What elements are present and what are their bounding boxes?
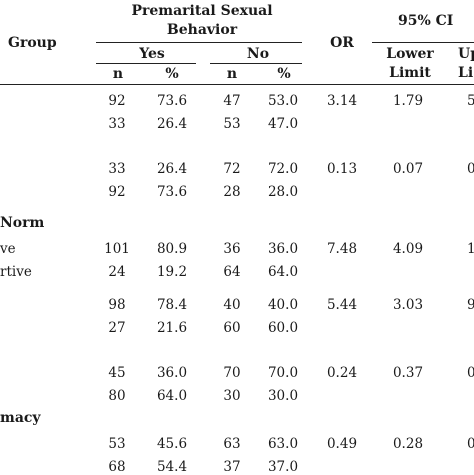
upper-limit-cell: 9 (467, 297, 474, 313)
premarital-header-line2: Behavior (166, 22, 238, 38)
yes-n-cell: 24 (108, 264, 126, 280)
yes-n-cell: 68 (108, 459, 126, 475)
lower-limit-cell: 1.79 (392, 93, 424, 109)
lower-limit-header-line2: Limit (389, 65, 431, 81)
yes-n-header: n (112, 66, 124, 82)
lower-limit-cell: 0.37 (392, 365, 424, 381)
yes-pct-cell: 36.0 (156, 365, 188, 381)
upper-limit-header-line1: Up (458, 46, 474, 62)
lower-limit-cell: 0.28 (392, 436, 424, 452)
yes-n-cell: 92 (108, 184, 126, 200)
group-header: Group (8, 35, 57, 51)
or-cell: 5.44 (326, 297, 358, 313)
yes-pct-cell: 64.0 (156, 388, 188, 404)
yes-n-cell: 33 (108, 116, 126, 132)
no-rule (210, 63, 302, 64)
yes-header: Yes (139, 46, 165, 62)
no-pct-cell: 64.0 (267, 264, 299, 280)
upper-limit-header-line2: Li (458, 65, 474, 81)
yes-rule (96, 63, 196, 64)
yes-pct-cell: 78.4 (156, 297, 188, 313)
yes-pct-cell: 73.6 (156, 184, 188, 200)
no-pct-cell: 28.0 (267, 184, 299, 200)
yes-pct-cell: 21.6 (156, 320, 188, 336)
lower-limit-cell: 0.07 (392, 161, 424, 177)
yes-pct-cell: 73.6 (156, 93, 188, 109)
yes-n-cell: 101 (104, 241, 130, 257)
no-n-cell: 36 (223, 241, 241, 257)
no-pct-cell: 40.0 (267, 297, 299, 313)
upper-limit-cell: 5 (467, 93, 474, 109)
yes-pct-cell: 26.4 (156, 161, 188, 177)
upper-limit-cell: 0 (467, 436, 474, 452)
no-n-cell: 37 (223, 459, 241, 475)
or-cell: 7.48 (326, 241, 358, 257)
yes-n-cell: 98 (108, 297, 126, 313)
row-label: rtive (0, 264, 32, 280)
yes-n-cell: 27 (108, 320, 126, 336)
yes-n-cell: 53 (108, 436, 126, 452)
no-pct-cell: 47.0 (267, 116, 299, 132)
no-pct-cell: 36.0 (267, 241, 299, 257)
lower-limit-header-line1: Lower (386, 46, 434, 62)
row-label: ve (0, 241, 16, 257)
no-n-cell: 30 (223, 388, 241, 404)
premarital-rule (96, 42, 302, 43)
upper-limit-cell: 13 (467, 241, 474, 257)
no-n-cell: 70 (223, 365, 241, 381)
no-pct-cell: 37.0 (267, 459, 299, 475)
no-pct-cell: 30.0 (267, 388, 299, 404)
premarital-header-line1: Premarital Sexual (131, 3, 273, 19)
yes-pct-cell: 26.4 (156, 116, 188, 132)
group-label: macy (0, 410, 41, 426)
yes-pct-header: % (165, 66, 179, 82)
no-n-cell: 72 (223, 161, 241, 177)
no-pct-cell: 63.0 (267, 436, 299, 452)
no-n-cell: 64 (223, 264, 241, 280)
yes-pct-cell: 19.2 (156, 264, 188, 280)
yes-n-cell: 80 (108, 388, 126, 404)
yes-pct-cell: 80.9 (156, 241, 188, 257)
no-n-cell: 53 (223, 116, 241, 132)
lower-limit-cell: 4.09 (392, 241, 424, 257)
yes-n-cell: 92 (108, 93, 126, 109)
or-header: OR (330, 35, 354, 51)
no-n-cell: 60 (223, 320, 241, 336)
yes-n-cell: 33 (108, 161, 126, 177)
no-pct-cell: 72.0 (267, 161, 299, 177)
no-pct-header: % (277, 66, 291, 82)
or-cell: 3.14 (326, 93, 358, 109)
yes-n-cell: 45 (108, 365, 126, 381)
no-n-header: n (226, 66, 238, 82)
yes-pct-cell: 45.6 (156, 436, 188, 452)
no-n-cell: 63 (223, 436, 241, 452)
ci-header: 95% CI (398, 13, 454, 29)
no-pct-cell: 70.0 (267, 365, 299, 381)
group-label: Norm (0, 215, 45, 231)
yes-pct-cell: 54.4 (156, 459, 188, 475)
ci-rule (372, 42, 474, 43)
header-bottom-rule (0, 84, 474, 85)
or-cell: 0.24 (326, 365, 358, 381)
no-n-cell: 28 (223, 184, 241, 200)
upper-limit-cell: 0 (467, 161, 474, 177)
no-n-cell: 47 (223, 93, 241, 109)
no-header: No (246, 46, 270, 62)
or-cell: 0.13 (326, 161, 358, 177)
lower-limit-cell: 3.03 (392, 297, 424, 313)
no-n-cell: 40 (223, 297, 241, 313)
upper-limit-cell: 0 (467, 365, 474, 381)
or-cell: 0.49 (326, 436, 358, 452)
no-pct-cell: 53.0 (267, 93, 299, 109)
no-pct-cell: 60.0 (267, 320, 299, 336)
